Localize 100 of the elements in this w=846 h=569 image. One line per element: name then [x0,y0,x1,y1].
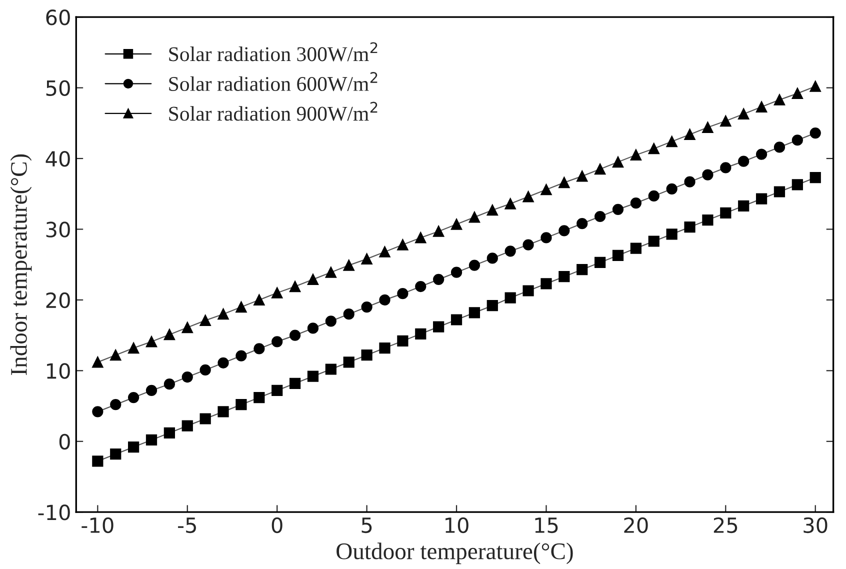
point [612,156,624,168]
point [236,399,247,410]
point [343,308,354,320]
point [146,384,158,396]
x-tick-label: 10 [446,517,468,534]
point [576,170,588,182]
point [289,280,301,292]
point [397,239,408,250]
point [630,198,642,209]
point [522,285,534,296]
point [307,322,319,334]
point [756,101,768,112]
point [576,218,588,230]
point [325,316,336,327]
y-tick-label: -10 [38,504,70,520]
point [684,128,696,140]
point [200,364,211,376]
point [666,183,678,194]
point [612,204,624,215]
point [92,406,104,418]
point [397,288,408,300]
point [254,343,265,354]
point [684,176,696,188]
point [468,260,480,271]
point [540,232,552,244]
y-tick-label: 50 [46,80,70,96]
point [200,314,211,326]
point [218,406,229,418]
point [756,193,768,204]
legend-label: Solar radiation 600W/m$^{2}$ [169,72,378,92]
point [594,210,606,222]
point [164,378,175,390]
point [774,94,786,106]
point [272,336,283,348]
point [164,427,175,438]
point [325,266,336,278]
point [379,342,390,354]
point [182,420,193,432]
point [272,384,283,396]
point [684,222,696,233]
point [146,434,158,446]
point [792,88,803,99]
point [486,204,498,216]
point [218,357,229,368]
point [594,164,606,175]
point [720,162,732,174]
y-tick-label: 0 [59,434,70,450]
point [810,127,821,139]
point [702,214,714,226]
point [200,413,211,424]
point [236,350,247,362]
point [361,350,372,361]
point [720,115,732,127]
y-tick-label: 40 [46,150,70,167]
point [756,148,768,160]
legend-label: Solar radiation 300W/m$^{2}$ [169,42,378,62]
point [361,301,372,313]
point [738,108,750,120]
point [254,392,265,404]
point [666,228,678,240]
point [379,294,390,306]
point [343,260,354,271]
point [504,198,516,210]
point [630,242,642,254]
point [540,278,552,290]
point [702,122,714,133]
point [128,342,140,354]
x-tick-label: 30 [804,517,828,534]
x-tick-label: -10 [82,517,114,534]
point [343,356,354,368]
point [810,80,821,92]
point [289,378,301,389]
point [720,207,732,219]
point [774,142,786,153]
point [361,253,372,264]
point [774,186,786,198]
point [486,300,498,312]
point [433,321,444,332]
point [433,274,444,285]
point [128,441,140,453]
point [450,314,462,326]
point [558,271,570,282]
point [92,456,104,467]
point [433,226,444,237]
point [540,184,552,196]
point [236,301,247,313]
point [415,280,426,292]
point [307,274,319,285]
x-axis-title: Outdoor temperature(°C) [336,542,573,564]
point [92,356,104,368]
point [666,136,678,148]
point [272,287,283,298]
point [702,169,714,180]
x-tick-label: 5 [362,518,372,534]
point [648,190,660,202]
x-tick-label: -5 [178,518,196,534]
point [468,212,480,223]
point [612,250,624,261]
y-tick-label: 60 [46,10,70,26]
point [504,292,516,304]
